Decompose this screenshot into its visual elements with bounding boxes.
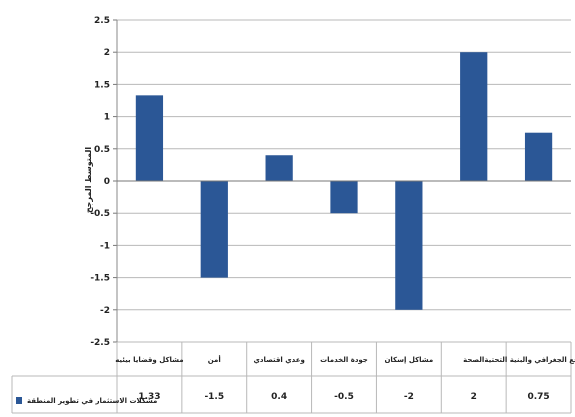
y-tick-label: -1 [100,241,110,251]
data-table: مشاكل وقضايا بيئيه 1.33 أمن -1.5 وعدي اقتصاد… [11,342,575,414]
y-tick-label: 2 [104,48,110,58]
category-label: جودة الخدمات [320,356,368,364]
category-label: الصحة [463,356,484,364]
legend: مشكلات الاستثمار في تطوير المنطقة [16,397,157,405]
axes [113,19,571,343]
bar [265,155,293,181]
bar [135,95,164,181]
category-label: الموقع الجغرافي والبنية التحتية [484,356,575,364]
y-tick-label: -0.5 [90,209,110,219]
y-tick-label: 1.5 [94,80,110,90]
y-tick-label: 0.5 [94,145,110,155]
bar [200,181,228,278]
bar [460,52,488,182]
value-label: 0.75 [527,392,549,402]
value-label: 2 [471,392,477,402]
category-label: مشاكل وقضايا بيئيه [115,356,183,364]
legend-swatch [16,397,22,404]
value-label: -2 [404,392,414,402]
bar [395,181,423,310]
y-axis-label: المتوسط المرجح [84,147,93,213]
category-label: مشاكل إسكان [384,356,433,364]
y-tick-label: 0 [104,177,110,187]
y-tick-label: 2.5 [94,16,110,26]
y-tick-label: -2 [100,306,110,316]
category-label: وعدي اقتصادي [253,356,304,364]
y-tick-label: 1 [104,113,110,123]
value-label: 1.33 [138,392,160,402]
bar [524,132,553,181]
bar [330,181,358,214]
value-label: -0.5 [334,392,354,402]
category-label: أمن [208,355,221,364]
legend-label: مشكلات الاستثمار في تطوير المنطقة [27,397,157,405]
y-tick-labels: 2.5 2 1.5 1 0.5 0 -0.5 -1 -1.5 -2 -2.5 [90,16,110,348]
y-tick-label: -1.5 [90,274,110,284]
bars [135,52,553,310]
y-tick-label: -2.5 [90,338,110,348]
value-label: -1.5 [204,392,224,402]
value-label: 0.4 [271,392,287,402]
